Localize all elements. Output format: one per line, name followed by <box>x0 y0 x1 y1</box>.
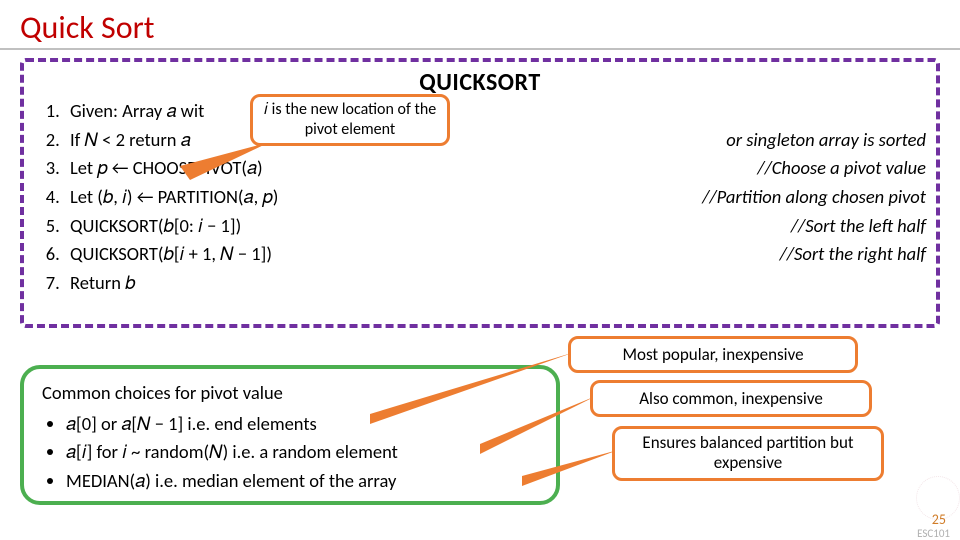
step-1: Given: Array 𝑎 wit <box>64 97 918 126</box>
step-text: Let (𝑏, 𝑖) ← PARTITION(𝑎, 𝑝) <box>70 183 278 212</box>
algorithm-box: QUICKSORT Given: Array 𝑎 wit If 𝑁 < 2 re… <box>20 58 940 328</box>
page-title: Quick Sort <box>20 8 154 47</box>
title-underline <box>0 48 960 50</box>
callout-also-common: Also common, inexpensive <box>590 380 872 417</box>
step-text: Return 𝑏 <box>70 271 135 294</box>
step-text: If 𝑁 < 2 return 𝑎 <box>70 126 191 155</box>
step-comment: //Sort the left half <box>791 212 926 241</box>
algorithm-steps: Given: Array 𝑎 wit If 𝑁 < 2 return 𝑎 or … <box>42 97 918 298</box>
step-comment: //Sort the right half <box>780 240 926 269</box>
page-number: 25 <box>932 511 946 528</box>
step-comment: //Partition along chosen pivot <box>702 183 926 212</box>
step-2: If 𝑁 < 2 return 𝑎 or singleton array is … <box>64 126 918 155</box>
step-5: QUICKSORT(𝑏[0: 𝑖 − 1]) //Sort the left h… <box>64 212 918 241</box>
choices-list: 𝑎[0] or 𝑎[𝑁 − 1] i.e. end elements 𝑎[𝑖] … <box>42 410 538 496</box>
step-4: Let (𝑏, 𝑖) ← PARTITION(𝑎, 𝑝) //Partition… <box>64 183 918 212</box>
step-text: QUICKSORT(𝑏[𝑖 + 1, 𝑁 − 1]) <box>70 240 272 269</box>
algorithm-heading: QUICKSORT <box>42 68 918 97</box>
step-text: QUICKSORT(𝑏[0: 𝑖 − 1]) <box>70 212 241 241</box>
step-7: Return 𝑏 <box>64 269 918 298</box>
step-3: Let 𝑝 ← CHOOSEPIVOT(𝑎) //Choose a pivot … <box>64 154 918 183</box>
callout-pivot-location: 𝑖 is the new location of the pivot eleme… <box>250 94 450 146</box>
pivot-choices-box: Common choices for pivot value 𝑎[0] or 𝑎… <box>20 365 560 505</box>
step-text: Let 𝑝 ← CHOOSEPIVOT(𝑎) <box>70 154 263 183</box>
choices-heading: Common choices for pivot value <box>42 379 538 408</box>
callout-ensures-balanced: Ensures balanced partition but expensive <box>612 426 884 481</box>
choice-item: 𝑎[𝑖] for 𝑖 ~ random(𝑁) i.e. a random ele… <box>66 438 538 467</box>
callout-most-popular: Most popular, inexpensive <box>568 336 858 373</box>
choice-item: MEDIAN(𝑎) i.e. median element of the arr… <box>66 467 538 496</box>
step-6: QUICKSORT(𝑏[𝑖 + 1, 𝑁 − 1]) //Sort the ri… <box>64 240 918 269</box>
step-comment: //Choose a pivot value <box>757 154 926 183</box>
choice-item: 𝑎[0] or 𝑎[𝑁 − 1] i.e. end elements <box>66 410 538 439</box>
step-text: Given: Array 𝑎 wit <box>70 99 204 122</box>
course-code: ESC101 <box>917 527 950 540</box>
step-comment: or singleton array is sorted <box>726 126 926 155</box>
